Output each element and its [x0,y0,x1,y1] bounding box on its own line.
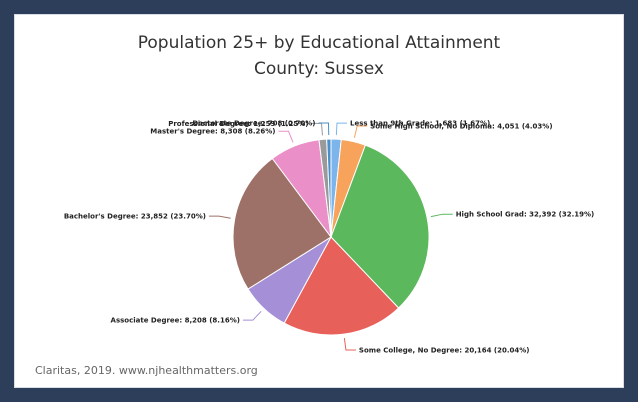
chart-title: Population 25+ by Educational Attainment [137,33,501,53]
pie-slice[interactable] [330,144,430,309]
pie-slice[interactable] [283,236,400,336]
chart-card: Population 25+ by Educational Attainment… [14,14,624,388]
slice-leader-line [278,130,294,143]
slice-label: Associate Degree: 8,208 (8.16%) [111,317,240,325]
chart-subtitle: County: Sussex [254,59,384,79]
slice-leader-line [242,310,262,321]
pie-chart: Less than 9th Grade: 1,683 (1.67%)Some H… [64,120,595,355]
slice-leader-line [318,122,330,136]
source-credit: Claritas, 2019. www.njhealthmatters.org [35,364,258,377]
slice-leader-line [353,125,368,138]
slice-label: Master's Degree: 8,308 (8.26%) [150,128,275,136]
slice-label: High School Grad: 32,392 (32.19%) [456,211,595,219]
slice-leader-line [430,213,453,218]
slice-leader-line [208,215,231,219]
slice-label: Less than 9th Grade: 1,683 (1.67%) [350,120,490,128]
slice-label: Doctorate Degree: 708 (0.70%) [192,120,315,128]
slice-label: Some College, No Degree: 20,164 (20.04%) [359,347,530,355]
slice-leader-line [343,338,356,351]
pie-slice[interactable] [232,157,332,290]
slice-label: Some High School, No Diploma: 4,051 (4.0… [370,123,552,131]
pie-slice[interactable] [326,138,332,238]
slice-label: Bachelor's Degree: 23,852 (23.70%) [64,213,206,221]
slice-label: Professional Degree: 1,259 (1.25%) [168,120,308,128]
slice-leader-line [335,122,347,136]
